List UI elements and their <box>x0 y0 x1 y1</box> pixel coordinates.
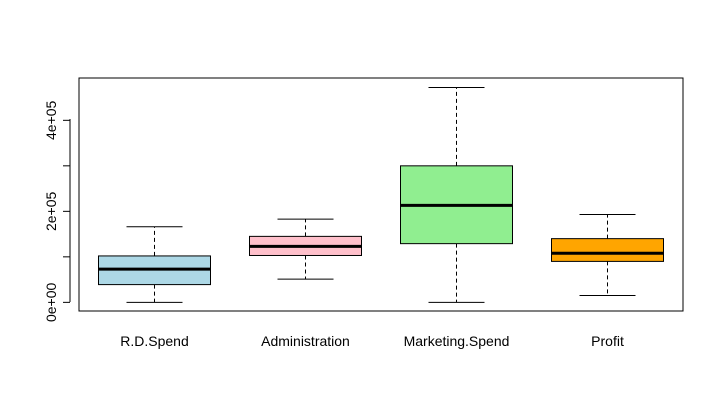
box-profit <box>551 214 664 297</box>
x-label-marketing-spend: Marketing.Spend <box>404 333 510 349</box>
box-marketing-spend <box>400 87 513 303</box>
y-tick-label-0: 0e+00 <box>43 282 59 322</box>
x-axis-labels: R.D.Spend Administration Marketing.Spend Pr… <box>120 333 624 349</box>
x-label-r-d-spend: R.D.Spend <box>120 333 188 349</box>
box-iqr <box>551 238 664 262</box>
plot-frame <box>78 77 684 312</box>
y-axis: 0e+00 2e+05 4e+05 <box>43 100 70 322</box>
x-label-administration: Administration <box>261 333 350 349</box>
y-tick-label-2: 2e+05 <box>43 191 59 231</box>
box-administration <box>249 218 362 280</box>
boxes <box>98 87 664 303</box>
y-tick-label-4: 4e+05 <box>43 100 59 140</box>
x-label-profit: Profit <box>591 333 624 349</box>
box-r-d-spend <box>98 226 211 303</box>
